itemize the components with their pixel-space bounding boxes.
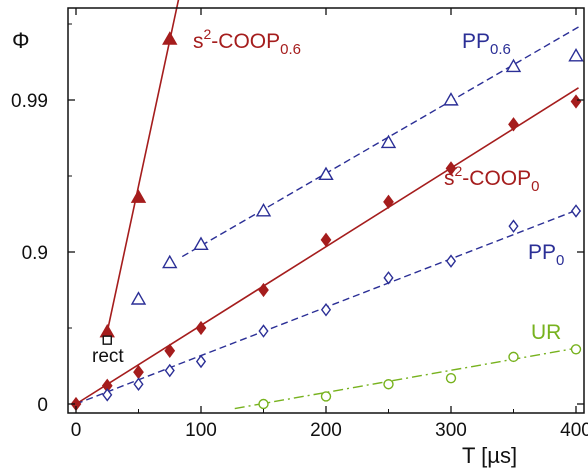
data-point <box>102 335 112 345</box>
data-point <box>320 232 332 248</box>
data-point <box>133 377 144 392</box>
y-axis-title: Φ <box>12 28 30 53</box>
series-label: PP0 <box>528 241 564 269</box>
series-label: UR <box>531 321 561 344</box>
data-point <box>130 291 147 305</box>
x-axis-title: T [µs] <box>462 443 517 468</box>
fit-line-s2-coop0-6 <box>106 0 180 332</box>
fit-lines-layer <box>75 0 579 410</box>
data-point <box>383 271 394 285</box>
data-point <box>258 398 269 410</box>
axes-layer <box>67 7 585 414</box>
data-point <box>508 219 519 233</box>
tick-labels-layer: 0 100 200 300 400 0 0.9 0.99 <box>11 91 588 441</box>
x-tick-label: 200 <box>310 420 342 441</box>
data-point <box>505 58 522 73</box>
markers-layer <box>70 31 584 412</box>
series-label: rect <box>92 346 124 367</box>
data-point <box>164 363 175 378</box>
data-point <box>318 166 334 181</box>
x-tick-label: 0 <box>71 420 82 441</box>
series-label: PP0.6 <box>462 30 511 58</box>
data-point <box>258 324 269 338</box>
data-point <box>320 302 332 317</box>
data-point <box>133 364 144 380</box>
data-point <box>99 323 115 338</box>
data-point <box>443 92 459 106</box>
data-point <box>380 134 397 149</box>
data-point <box>570 204 582 218</box>
data-point <box>255 203 272 217</box>
x-tick-label: 400 <box>560 420 588 441</box>
data-point <box>193 236 209 250</box>
y-tick-label: 0.99 <box>11 91 48 112</box>
series-label: s2-COOP0.6 <box>193 26 301 58</box>
data-point <box>102 388 113 402</box>
data-point <box>568 48 584 62</box>
x-tick-label: 100 <box>185 420 217 441</box>
data-point <box>383 379 394 390</box>
fit-line-ur <box>234 347 579 410</box>
y-tick-label: 0 <box>37 395 48 416</box>
series-labels-layer: s2-COOP0.6 PP0.6 s2-COOP0 PP0 UR rect <box>92 26 564 367</box>
data-point <box>508 351 519 363</box>
data-point <box>445 372 457 384</box>
fit-line-pp0-6 <box>181 26 579 258</box>
data-point <box>195 320 207 336</box>
data-point <box>258 282 269 298</box>
data-point <box>195 354 207 369</box>
data-point <box>130 189 147 203</box>
fit-line-s2-coop0 <box>75 87 579 405</box>
data-point <box>570 344 582 355</box>
data-point <box>570 94 582 109</box>
y-tick-label: 0.9 <box>22 243 48 264</box>
data-point <box>162 31 178 45</box>
data-point <box>508 117 519 132</box>
series-label: s2-COOP0 <box>444 163 539 195</box>
data-point <box>445 254 457 268</box>
x-tick-label: 300 <box>435 420 467 441</box>
data-point <box>445 161 457 176</box>
data-point <box>383 194 394 210</box>
data-point <box>164 343 176 358</box>
data-point <box>162 254 178 269</box>
data-point <box>320 391 332 402</box>
